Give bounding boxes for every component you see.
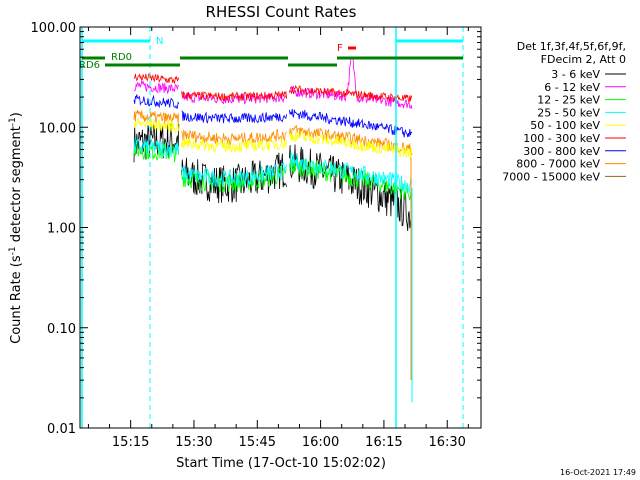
x-tick-label: 16:15 [365,435,402,450]
y-tick-label: 10.00 [39,121,76,136]
legend-label-2: 12 - 25 keV [537,94,600,107]
footer-date: 16-Oct-2021 17:49 [560,468,636,477]
rd0-flag-label: RD0 [111,52,132,63]
trace-50-100keV [133,117,413,160]
legend-label-3: 25 - 50 keV [537,106,600,119]
y-tick-label: 1.00 [47,222,76,237]
legend-label-0: 3 - 6 keV [551,68,600,81]
legend-header-line-2: FDecim 2, Att 0 [541,53,626,66]
y-axis-label: Count Rate (s-1 detector segment-1) [8,112,24,344]
rd6-flag-label: RD6 [79,60,100,71]
y-tick-label: 100.00 [31,21,77,36]
x-tick-label: 15:15 [112,435,149,450]
y-tick-label: 0.10 [47,322,76,337]
axes-layer: 15:15 15:30 15:45 16:00 16:15 16:30 0.01 0.10 1.… [31,21,481,450]
x-tick-label: 15:45 [239,435,276,450]
trace-layer [133,57,413,403]
legend-header-line-1: Det 1f,3f,4f,5f,6f,9f, [517,40,626,53]
legend-label-5: 100 - 300 keV [523,132,600,145]
x-tick-label: 16:00 [302,435,339,450]
x-tick-label: 15:30 [175,435,212,450]
night-flag-label: N [156,36,163,47]
legend-label-4: 50 - 100 keV [530,119,600,132]
legend-label-1: 6 - 12 keV [544,81,600,94]
x-axis-label: Start Time (17-Oct-10 15:02:02) [176,456,386,471]
legend-label-8: 7000 - 15000 keV [502,170,600,183]
trace-100-300keV [133,73,413,103]
legend-label-6: 300 - 800 keV [523,145,600,158]
chart-title: RHESSI Count Rates [206,3,357,21]
trace-25-50keV [133,137,412,194]
legend: Det 1f,3f,4f,5f,6f,9f, FDecim 2, Att 0 3… [502,40,626,183]
trace-300-800keV [133,94,413,138]
legend-label-7: 800 - 7000 keV [516,158,600,171]
flare-flag-label: F [337,43,343,54]
x-tick-label: 16:30 [428,435,465,450]
y-tick-label: 0.01 [47,422,76,437]
flag-layer: N RD0 RD6 F [79,27,464,428]
